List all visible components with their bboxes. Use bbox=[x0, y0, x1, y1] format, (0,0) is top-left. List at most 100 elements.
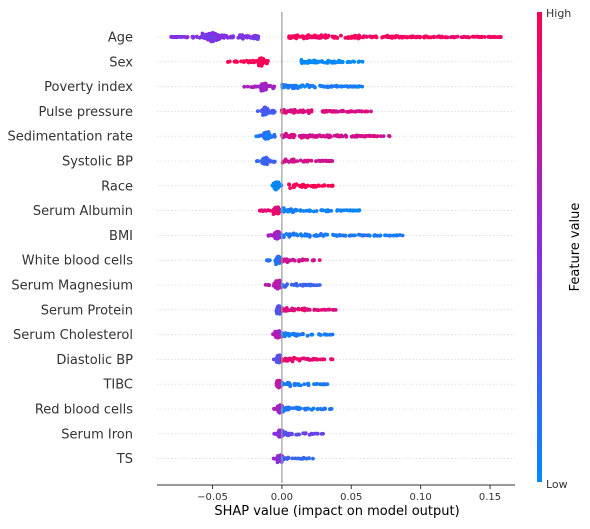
feature-label: Sedimentation rate bbox=[7, 130, 133, 145]
feature-row bbox=[266, 229, 405, 241]
data-point bbox=[390, 34, 394, 39]
data-point bbox=[317, 258, 322, 262]
data-point bbox=[314, 283, 319, 288]
data-point bbox=[290, 86, 295, 91]
data-point bbox=[310, 35, 315, 39]
data-point bbox=[270, 233, 275, 238]
data-point bbox=[301, 182, 306, 187]
colorbar-high-label: High bbox=[546, 7, 571, 20]
feature-row bbox=[272, 428, 325, 439]
data-point bbox=[418, 35, 422, 40]
feature-row bbox=[254, 130, 392, 141]
data-point bbox=[304, 406, 309, 411]
data-point bbox=[326, 159, 331, 163]
data-point bbox=[298, 158, 303, 163]
data-point bbox=[263, 135, 268, 139]
data-point bbox=[339, 33, 343, 38]
data-point bbox=[369, 109, 373, 114]
data-point bbox=[271, 108, 276, 113]
data-point bbox=[298, 383, 303, 388]
data-point bbox=[247, 34, 251, 39]
data-point bbox=[330, 332, 335, 337]
feature-row bbox=[255, 105, 373, 117]
data-point bbox=[333, 60, 338, 65]
feature-row bbox=[169, 30, 503, 44]
data-point bbox=[285, 380, 290, 385]
data-point bbox=[200, 31, 205, 36]
data-point bbox=[245, 84, 250, 89]
data-point bbox=[275, 406, 280, 411]
data-point bbox=[271, 357, 276, 362]
data-point bbox=[297, 134, 302, 138]
data-point bbox=[292, 184, 297, 189]
data-point bbox=[431, 34, 436, 39]
x-axis: −0.05 0.00 0.05 0.10 0.15 bbox=[157, 484, 515, 503]
data-point bbox=[238, 33, 242, 38]
colorbar-low-label: Low bbox=[546, 478, 568, 491]
data-point bbox=[242, 84, 247, 89]
data-point bbox=[172, 34, 176, 39]
data-point bbox=[313, 233, 317, 238]
data-point bbox=[340, 60, 345, 64]
data-point bbox=[375, 233, 379, 238]
data-point bbox=[252, 36, 257, 41]
data-point bbox=[290, 157, 294, 162]
data-point bbox=[355, 109, 360, 113]
feature-row bbox=[257, 205, 362, 217]
data-point bbox=[287, 159, 292, 164]
data-point bbox=[243, 34, 247, 39]
data-point bbox=[303, 60, 308, 65]
data-point bbox=[358, 134, 363, 139]
data-point bbox=[357, 35, 362, 39]
data-point bbox=[487, 34, 491, 39]
data-point bbox=[300, 456, 305, 461]
data-point bbox=[319, 432, 324, 436]
data-point bbox=[492, 34, 497, 39]
data-point bbox=[295, 110, 300, 114]
data-point bbox=[285, 258, 290, 263]
data-point bbox=[257, 84, 262, 89]
data-point bbox=[338, 233, 343, 238]
data-point bbox=[307, 60, 312, 65]
data-point bbox=[307, 109, 312, 113]
data-point bbox=[263, 158, 267, 163]
colorbar-title: Feature value bbox=[568, 203, 583, 292]
data-point bbox=[307, 208, 312, 213]
data-point bbox=[312, 183, 317, 188]
data-point bbox=[303, 35, 308, 40]
x-tick-label: −0.05 bbox=[197, 492, 228, 503]
data-point bbox=[352, 134, 357, 139]
data-point bbox=[361, 34, 366, 39]
data-point bbox=[387, 134, 392, 139]
feature-row bbox=[226, 56, 365, 68]
data-point bbox=[438, 35, 443, 40]
data-point bbox=[303, 84, 307, 89]
data-point bbox=[295, 159, 300, 164]
data-point bbox=[364, 34, 369, 39]
data-point bbox=[300, 258, 305, 263]
x-tick-label: 0.10 bbox=[410, 492, 432, 503]
colorbar: High Low Feature value bbox=[537, 7, 583, 491]
data-point bbox=[335, 208, 340, 212]
x-tick-label: 0.00 bbox=[271, 492, 293, 503]
data-point bbox=[334, 109, 339, 114]
data-point bbox=[325, 59, 330, 64]
data-point bbox=[356, 84, 360, 89]
data-point bbox=[280, 283, 285, 288]
feature-label: Serum Cholesterol bbox=[13, 328, 133, 343]
data-point bbox=[282, 407, 287, 412]
feature-row bbox=[270, 180, 335, 192]
data-point bbox=[289, 109, 293, 114]
data-point bbox=[331, 308, 336, 312]
feature-label: Pulse pressure bbox=[38, 105, 133, 120]
data-point bbox=[295, 456, 300, 461]
data-point bbox=[270, 183, 275, 188]
data-point bbox=[294, 281, 299, 286]
data-point bbox=[309, 431, 314, 436]
data-point bbox=[462, 34, 467, 39]
data-point bbox=[358, 233, 363, 237]
data-point bbox=[287, 182, 292, 187]
data-point bbox=[497, 35, 502, 39]
data-point bbox=[208, 34, 213, 39]
